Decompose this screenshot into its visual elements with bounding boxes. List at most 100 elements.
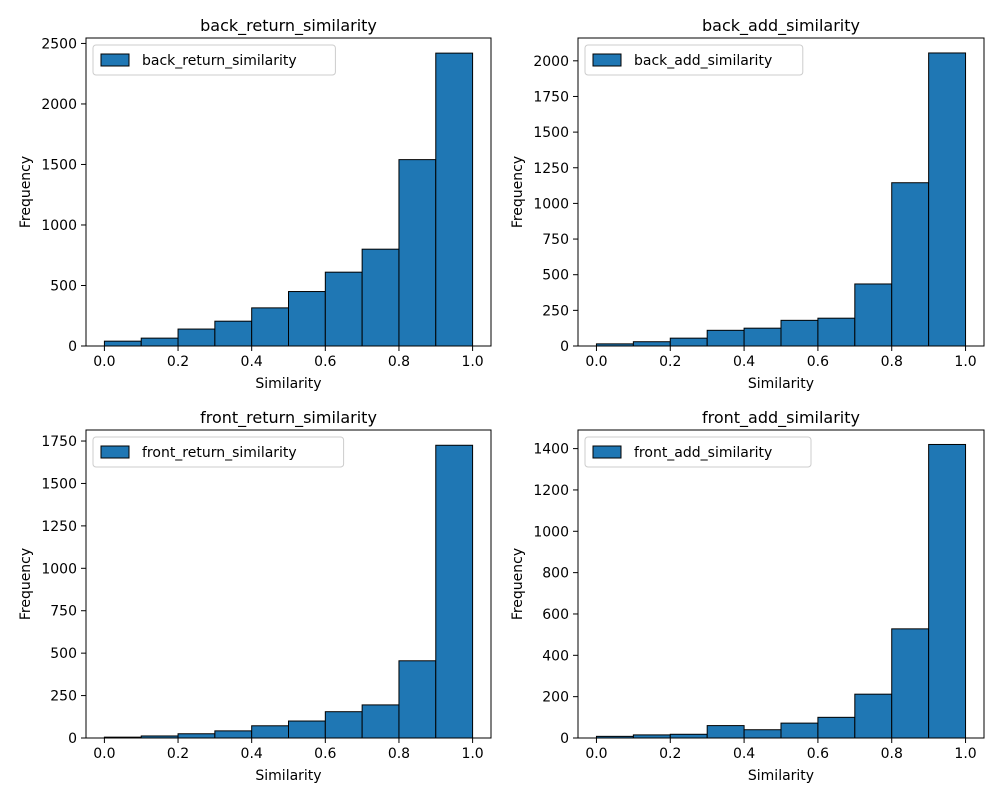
histogram-bar bbox=[214, 730, 253, 739]
legend-swatch bbox=[592, 445, 622, 459]
y-tick-label: 0 bbox=[68, 731, 77, 747]
x-tick-label: 0.2 bbox=[659, 746, 681, 762]
histogram-bar bbox=[854, 693, 893, 739]
subplot-2: 0.0 0.2 0.4 0.6 0.8 1.0 0 250 500 750 1000 1250 1500… bbox=[510, 16, 985, 392]
histogram-bar bbox=[324, 271, 363, 347]
x-tick-label: 1.0 bbox=[954, 354, 976, 370]
y-tick-label: 2000 bbox=[533, 54, 569, 70]
legend-swatch bbox=[592, 53, 622, 67]
chart-title: front_return_similarity bbox=[200, 408, 377, 428]
y-tick-label: 250 bbox=[50, 689, 77, 705]
histogram-bar bbox=[669, 337, 708, 347]
x-tick-label: 0.6 bbox=[807, 354, 829, 370]
histogram-bar bbox=[928, 52, 967, 347]
x-axis-label: Similarity bbox=[255, 768, 321, 784]
y-tick-label: 2500 bbox=[41, 36, 77, 52]
x-tick-label: 0.6 bbox=[807, 746, 829, 762]
histogram-bar bbox=[288, 291, 326, 347]
x-tick-label: 0.2 bbox=[659, 354, 681, 370]
histogram-bar bbox=[251, 725, 290, 739]
x-tick-label: 0.2 bbox=[167, 746, 189, 762]
x-tick-label: 0.0 bbox=[93, 354, 115, 370]
x-tick-label: 0.0 bbox=[585, 746, 607, 762]
x-tick-label: 0.8 bbox=[388, 354, 410, 370]
legend-swatch bbox=[100, 53, 130, 67]
legend-box bbox=[92, 436, 345, 468]
histogram-bar bbox=[817, 317, 856, 347]
x-tick-label: 0.8 bbox=[881, 746, 903, 762]
legend-label: back_return_similarity bbox=[142, 53, 297, 69]
legend-label: back_add_similarity bbox=[634, 53, 772, 69]
legend-box bbox=[584, 44, 804, 76]
histogram-bar bbox=[103, 340, 142, 347]
x-tick-label: 0.4 bbox=[733, 354, 755, 370]
histogram-bar bbox=[140, 337, 179, 347]
histogram-bar bbox=[891, 182, 930, 347]
y-tick-label: 1400 bbox=[533, 442, 569, 458]
x-tick-label: 1.0 bbox=[461, 354, 483, 370]
histogram-bar bbox=[398, 660, 437, 739]
y-tick-label: 800 bbox=[542, 566, 569, 582]
legend-label: front_return_similarity bbox=[142, 445, 297, 461]
histogram-bar bbox=[435, 52, 474, 347]
y-tick-label: 1500 bbox=[533, 125, 569, 141]
x-tick-label: 0.4 bbox=[241, 354, 263, 370]
x-tick-label: 0.2 bbox=[167, 354, 189, 370]
x-tick-label: 0.4 bbox=[241, 746, 263, 762]
y-tick-label: 750 bbox=[542, 232, 569, 248]
histogram-bar bbox=[743, 729, 782, 739]
histogram-bar bbox=[361, 704, 400, 739]
x-tick-label: 0.8 bbox=[388, 746, 410, 762]
histogram-bar bbox=[251, 307, 290, 347]
axes-frame bbox=[85, 37, 492, 347]
x-tick-label: 0.6 bbox=[314, 354, 336, 370]
axes-frame bbox=[577, 429, 985, 739]
chart-title: front_add_similarity bbox=[702, 408, 860, 428]
legend: front_add_similarity bbox=[584, 436, 812, 468]
x-tick-label: 0.8 bbox=[881, 354, 903, 370]
y-tick-label: 1500 bbox=[41, 157, 77, 173]
y-tick-label: 1000 bbox=[41, 561, 77, 577]
histogram-bar bbox=[177, 733, 216, 739]
x-axis-label: Similarity bbox=[748, 768, 814, 784]
y-tick-label: 1750 bbox=[41, 434, 77, 450]
legend-label: front_add_similarity bbox=[634, 445, 772, 461]
subplot-4: 0.0 0.2 0.4 0.6 0.8 1.0 0 200 400 600 800 1000 1200 1… bbox=[510, 408, 985, 784]
y-tick-label: 1000 bbox=[533, 196, 569, 212]
histogram-bar bbox=[177, 328, 216, 347]
y-tick-label: 0 bbox=[68, 339, 77, 355]
y-tick-label: 0 bbox=[560, 339, 569, 355]
histogram-bar bbox=[288, 720, 326, 739]
histogram-bar bbox=[817, 716, 856, 739]
y-tick-label: 1000 bbox=[533, 524, 569, 540]
x-tick-label: 0.0 bbox=[93, 746, 115, 762]
histogram-bar bbox=[669, 733, 708, 739]
histogram-bar bbox=[435, 444, 474, 739]
histogram-bar bbox=[706, 725, 745, 739]
x-tick-label: 1.0 bbox=[461, 746, 483, 762]
histogram-bar bbox=[214, 320, 253, 347]
legend: front_return_similarity bbox=[92, 436, 345, 468]
x-axis-label: Similarity bbox=[255, 376, 321, 392]
y-axis-label: Frequency bbox=[510, 156, 526, 228]
legend-box bbox=[584, 436, 812, 468]
subplot-3: 0.0 0.2 0.4 0.6 0.8 1.0 0 250 500 750 1000 1250 1500… bbox=[18, 408, 492, 784]
y-tick-label: 750 bbox=[50, 604, 77, 620]
histogram-bar bbox=[854, 283, 893, 347]
y-tick-label: 500 bbox=[50, 646, 77, 662]
y-tick-label: 200 bbox=[542, 690, 569, 706]
histogram-bar bbox=[361, 248, 400, 347]
y-tick-label: 1200 bbox=[533, 483, 569, 499]
y-tick-label: 2000 bbox=[41, 97, 77, 113]
y-tick-label: 250 bbox=[542, 303, 569, 319]
y-axis-label: Frequency bbox=[18, 156, 34, 228]
histogram-bar bbox=[743, 327, 782, 347]
histogram-bar bbox=[632, 341, 671, 347]
y-tick-label: 500 bbox=[50, 278, 77, 294]
histogram-bar bbox=[928, 443, 967, 739]
y-tick-label: 500 bbox=[542, 268, 569, 284]
y-tick-label: 1000 bbox=[41, 218, 77, 234]
legend: back_add_similarity bbox=[584, 44, 804, 76]
histogram-bar bbox=[780, 722, 819, 739]
